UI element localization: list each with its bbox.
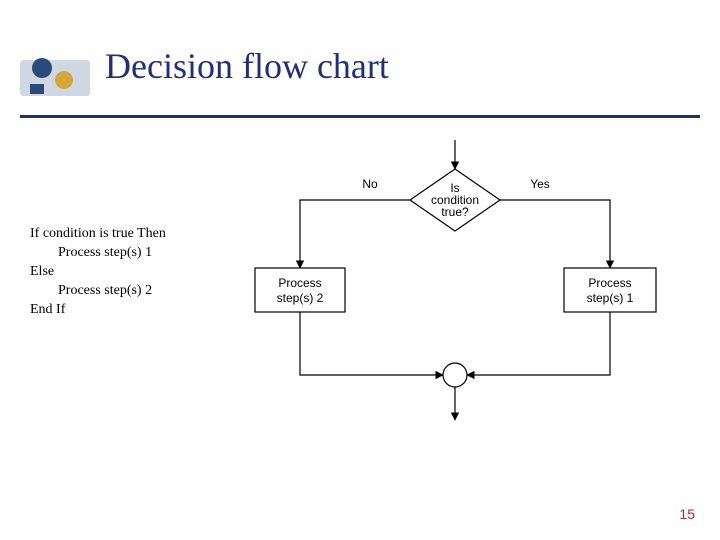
svg-text:step(s) 1: step(s) 1 (587, 291, 634, 305)
title-underline (20, 115, 700, 118)
pseudocode-line: Process step(s) 2 (58, 282, 166, 301)
svg-text:Yes: Yes (530, 177, 550, 191)
page-number: 15 (679, 506, 695, 522)
svg-text:true?: true? (441, 205, 469, 219)
pseudocode-block: If condition is true Then Process step(s… (30, 225, 166, 319)
svg-text:No: No (362, 177, 378, 191)
pseudocode-line: If condition is true Then (30, 225, 166, 244)
slide-header: Decision flow chart (0, 20, 720, 110)
slide-root: Decision flow chart If condition is true… (0, 0, 720, 540)
svg-text:step(s) 2: step(s) 2 (277, 291, 324, 305)
presentation-logo-icon (20, 50, 90, 100)
page-title: Decision flow chart (105, 45, 389, 87)
pseudocode-line: End If (30, 301, 166, 320)
pseudocode-line: Process step(s) 1 (58, 244, 166, 263)
svg-text:Process: Process (588, 276, 631, 290)
decision-flowchart: Isconditiontrue?Processstep(s) 2Processs… (210, 140, 700, 430)
svg-text:Process: Process (278, 276, 321, 290)
pseudocode-line: Else (30, 263, 166, 282)
